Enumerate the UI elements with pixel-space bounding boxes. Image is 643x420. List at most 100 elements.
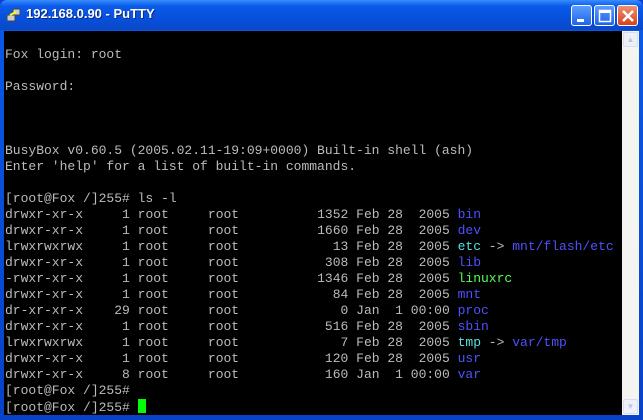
file-group: root (207, 335, 271, 350)
file-size: 516 (278, 319, 349, 334)
file-size: 120 (278, 351, 349, 366)
file-name: usr (457, 351, 481, 366)
file-date: Feb 28 2005 (356, 207, 450, 222)
terminal-line: Fox login: root (5, 47, 123, 62)
file-permissions: drwxr-xr-x (5, 287, 84, 302)
link-count: 1 (90, 255, 130, 270)
terminal-output[interactable]: Fox login: root Password: BusyBox v0.60.5 … (4, 31, 622, 415)
file-size: 7 (278, 335, 349, 350)
prompt: [root@Fox /]255# (5, 400, 138, 415)
command-line: [root@Fox /]255# ls -l (5, 191, 177, 206)
scroll-up-arrow-icon[interactable]: ▲ (623, 32, 638, 47)
maximize-button[interactable] (594, 5, 615, 26)
link-count: 1 (90, 239, 130, 254)
file-name: proc (457, 303, 489, 318)
file-size: 1346 (278, 271, 349, 286)
close-icon (622, 10, 634, 22)
minimize-icon (577, 19, 584, 22)
putty-icon (6, 8, 21, 22)
file-size: 1352 (278, 207, 349, 222)
file-name: bin (457, 207, 481, 222)
terminal-line (4, 127, 622, 143)
file-group: root (207, 239, 271, 254)
file-permissions: drwxr-xr-x (5, 223, 84, 238)
file-date: Jan 1 00:00 (356, 367, 450, 382)
file-size: 1660 (278, 223, 349, 238)
file-owner: root (137, 239, 201, 254)
file-group: root (207, 223, 271, 238)
file-name: sbin (457, 319, 489, 334)
file-owner: root (137, 367, 201, 382)
terminal-line (4, 95, 622, 111)
link-count: 1 (90, 351, 130, 366)
listing-row: drwxr-xr-x 1 root root 308 Feb 28 2005 l… (4, 255, 622, 271)
terminal-line (4, 63, 622, 79)
link-count: 29 (90, 303, 130, 318)
file-date: Feb 28 2005 (356, 255, 450, 270)
listing-row: drwxr-xr-x 1 root root 1660 Feb 28 2005 … (4, 223, 622, 239)
file-date: Feb 28 2005 (356, 239, 450, 254)
minimize-button[interactable] (571, 5, 592, 26)
file-size: 160 (278, 367, 349, 382)
file-permissions: -rwxr-xr-x (5, 271, 84, 286)
file-owner: root (137, 287, 201, 302)
file-permissions: lrwxrwxrwx (5, 239, 84, 254)
file-permissions: drwxr-xr-x (5, 207, 84, 222)
listing-row: drwxr-xr-x 1 root root 120 Feb 28 2005 u… (4, 351, 622, 367)
link-count: 1 (90, 319, 130, 334)
link-count: 1 (90, 207, 130, 222)
terminal-line: Enter 'help' for a list of built-in comm… (5, 159, 357, 174)
file-owner: root (137, 207, 201, 222)
terminal-line (4, 111, 622, 127)
title-bar[interactable]: 192.168.0.90 - PuTTY (0, 0, 643, 30)
file-date: Feb 28 2005 (356, 271, 450, 286)
link-count: 1 (90, 335, 130, 350)
file-name: etc (457, 239, 481, 254)
file-size: 84 (278, 287, 349, 302)
current-prompt-line: [root@Fox /]255# (4, 399, 622, 415)
file-owner: root (137, 351, 201, 366)
terminal-line (4, 175, 622, 191)
file-permissions: drwxr-xr-x (5, 255, 84, 270)
listing-row: drwxr-xr-x 1 root root 1352 Feb 28 2005 … (4, 207, 622, 223)
file-owner: root (137, 303, 201, 318)
file-name: mnt (457, 287, 481, 302)
file-permissions: dr-xr-xr-x (5, 303, 84, 318)
link-count: 1 (90, 223, 130, 238)
file-owner: root (137, 335, 201, 350)
file-group: root (207, 255, 271, 270)
listing-row: dr-xr-xr-x 29 root root 0 Jan 1 00:00 pr… (4, 303, 622, 319)
file-group: root (207, 303, 271, 318)
link-target: mnt/flash/etc (512, 239, 614, 254)
file-name: var (457, 367, 481, 382)
file-name: lib (457, 255, 481, 270)
file-size: 0 (278, 303, 349, 318)
terminal-line: Password: (5, 79, 76, 94)
file-permissions: drwxr-xr-x (5, 351, 84, 366)
scroll-down-arrow-icon[interactable]: ▼ (623, 399, 638, 414)
file-name: linuxrc (457, 271, 513, 286)
file-name: tmp (457, 335, 481, 350)
vertical-scrollbar[interactable]: ▲ ▼ (622, 31, 639, 415)
file-date: Feb 28 2005 (356, 335, 450, 350)
maximize-icon (598, 9, 612, 23)
listing-row: lrwxrwxrwx 1 root root 7 Feb 28 2005 tmp… (5, 335, 567, 350)
file-date: Jan 1 00:00 (356, 303, 450, 318)
file-permissions: lrwxrwxrwx (5, 335, 84, 350)
terminal-line: BusyBox v0.60.5 (2005.02.11-19:09+0000) … (5, 143, 474, 158)
link-target: var/tmp (512, 335, 567, 350)
text-cursor (137, 399, 146, 413)
file-owner: root (137, 255, 201, 270)
file-group: root (207, 319, 271, 334)
window-title: 192.168.0.90 - PuTTY (26, 6, 155, 21)
prompt-line: [root@Fox /]255# (5, 383, 130, 398)
file-owner: root (137, 223, 201, 238)
file-size: 308 (278, 255, 349, 270)
file-owner: root (137, 319, 201, 334)
listing-row: drwxr-xr-x 8 root root 160 Jan 1 00:00 v… (4, 367, 622, 383)
link-count: 8 (90, 367, 130, 382)
terminal-line (4, 31, 622, 47)
file-date: Feb 28 2005 (356, 223, 450, 238)
close-button[interactable] (617, 5, 638, 26)
